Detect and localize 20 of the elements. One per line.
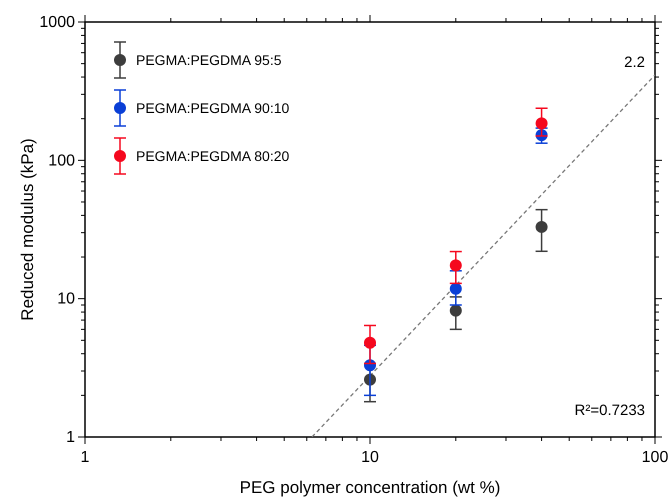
y-tick-label: 100 [48,152,76,170]
point [364,336,376,349]
legend-label: PEGMA:PEGDMA 95:5 [136,52,282,68]
x-tick-label: 1 [80,449,90,466]
point [536,117,548,130]
point [450,304,462,317]
y-tick-label: 10 [57,290,76,308]
x-tick-label: 10 [361,449,379,466]
x-tick-label: 100 [642,449,668,466]
point [536,220,548,233]
annotation: 2.2 [624,54,645,71]
y-tick-label: 1000 [39,14,76,31]
x-axis-title: PEG polymer concentration (wt %) [240,478,500,497]
y-tick-label: 1 [66,429,76,446]
annotation: R²=0.7233 [574,402,645,419]
legend-label: PEGMA:PEGDMA 90:10 [136,100,290,116]
point [450,282,462,295]
point [450,259,462,272]
y-axis-title: Reduced modulus (kPa) [18,138,37,321]
legend-label: PEGMA:PEGDMA 80:20 [136,148,290,164]
